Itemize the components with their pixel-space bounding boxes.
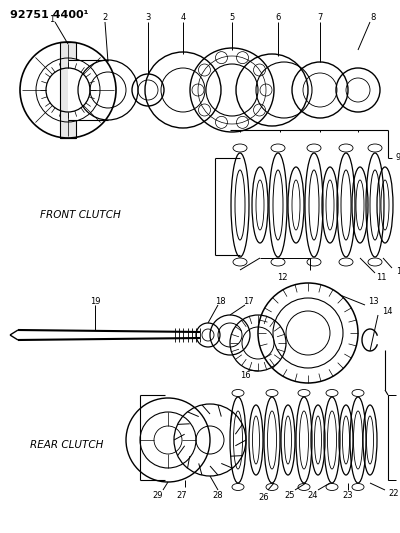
Text: 13: 13 [368,297,379,306]
Text: 19: 19 [90,296,100,305]
Text: 22: 22 [388,489,398,498]
Text: 17: 17 [243,296,253,305]
Text: 25: 25 [285,491,295,500]
Text: 20: 20 [399,391,400,400]
Text: REAR CLUTCH: REAR CLUTCH [30,440,103,450]
Text: 29: 29 [153,491,163,500]
Text: 14: 14 [382,308,392,317]
Text: 6: 6 [275,13,281,22]
Text: 10: 10 [396,266,400,276]
Text: FRONT CLUTCH: FRONT CLUTCH [40,210,121,220]
Text: 3: 3 [145,13,151,22]
Text: 9: 9 [396,154,400,163]
Text: 2: 2 [102,13,108,22]
Text: 23: 23 [343,491,353,500]
Text: 4: 4 [180,13,186,22]
Text: 28: 28 [213,491,223,500]
Text: 27: 27 [177,491,187,500]
Text: 18: 18 [215,296,225,305]
Text: 12: 12 [277,273,287,282]
Text: 8: 8 [370,13,376,22]
Text: 26: 26 [259,494,269,503]
Bar [68,60,113,120]
Text: 24: 24 [308,491,318,500]
Text: 16: 16 [240,370,250,379]
Bar [60,42,76,138]
Text: 92751 4400¹: 92751 4400¹ [10,10,88,20]
Text: 21: 21 [399,475,400,484]
Text: 1: 1 [49,14,55,23]
Text: 5: 5 [229,13,235,22]
Text: 11: 11 [376,272,386,281]
Text: 7: 7 [317,13,323,22]
